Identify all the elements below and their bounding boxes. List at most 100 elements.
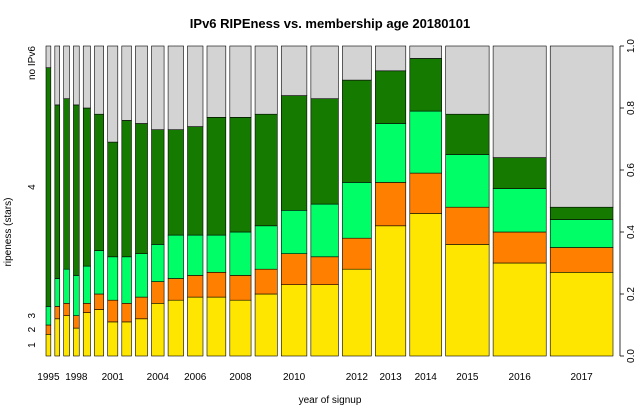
bar-segment-2017-series-1 <box>549 271 614 357</box>
right-tick-label: 0.2 <box>626 287 637 301</box>
bar-segment-2002-series-2 <box>121 302 132 323</box>
bar-segment-2010-series-3 <box>280 210 308 255</box>
bar-segment-2004-series-4 <box>151 129 165 245</box>
left-tick-label: 4 <box>27 184 38 190</box>
bar-segment-2014-series-5 <box>409 45 442 59</box>
bar-segment-1999-series-3 <box>82 265 91 304</box>
bar-segment-2014-series-4 <box>409 58 442 112</box>
bar-segment-2006-series-5 <box>187 45 204 127</box>
bar-segment-2007-series-5 <box>206 45 227 118</box>
bar-segment-2000-series-4 <box>94 113 104 251</box>
bar-segment-2003-series-5 <box>135 45 148 124</box>
bar-segment-2012-series-2 <box>342 237 372 270</box>
right-tick-label: 0.0 <box>626 349 637 363</box>
bar-segment-2002-series-1 <box>121 321 132 357</box>
x-tick-label: 2015 <box>456 372 479 383</box>
bar-segment-2013-series-4 <box>375 70 407 124</box>
x-tick-label: 1998 <box>65 372 88 383</box>
bar-segment-1998-series-5 <box>73 45 80 106</box>
bar-segment-2002-series-3 <box>121 256 132 304</box>
bar-segment-2016-series-1 <box>492 262 547 357</box>
bar-segment-2008-series-2 <box>229 275 252 301</box>
bar-segment-2009-series-1 <box>254 293 278 357</box>
right-tick-label: 1.0 <box>626 39 637 53</box>
bar-segment-2006-series-3 <box>187 234 204 276</box>
bar-segment-2007-series-2 <box>206 271 227 298</box>
bar-segment-2006-series-4 <box>187 126 204 236</box>
bar-segment-2011-series-4 <box>310 98 339 205</box>
bar-segment-2004-series-5 <box>151 45 165 130</box>
bar-segment-2013-series-2 <box>375 182 407 227</box>
bar-segment-2011-series-1 <box>310 284 339 357</box>
bar-segment-2007-series-4 <box>206 117 227 236</box>
x-tick-label: 2001 <box>102 372 125 383</box>
left-tick-label: 3 <box>27 312 38 318</box>
bar-segment-2005-series-2 <box>167 278 184 301</box>
x-tick-label: 2010 <box>283 372 306 383</box>
x-tick-label: 2006 <box>184 372 207 383</box>
bar-segment-2005-series-1 <box>167 299 184 357</box>
bar-segment-1999-series-1 <box>82 312 91 357</box>
bar-segment-2000-series-2 <box>94 293 104 310</box>
bar-segment-2014-series-2 <box>409 172 442 214</box>
bar-segment-1999-series-2 <box>82 302 91 313</box>
bar-segment-2010-series-4 <box>280 95 308 211</box>
x-tick-label: 2014 <box>415 372 438 383</box>
bar-segment-2005-series-5 <box>167 45 184 130</box>
right-tick-label: 0.8 <box>626 101 637 115</box>
bar-segment-1996-series-4 <box>54 104 60 279</box>
x-tick-label: 2008 <box>229 372 252 383</box>
bar-segment-1995-series-5 <box>45 45 52 69</box>
left-axis: 1 2 3 4 no IPv6 <box>27 46 38 348</box>
bar-segment-1997-series-4 <box>63 98 70 270</box>
left-tick-label: 1 <box>27 342 38 348</box>
bar-segment-2012-series-1 <box>342 268 372 357</box>
bar-segment-2001-series-3 <box>107 256 119 301</box>
bar-segment-2000-series-1 <box>94 309 104 357</box>
bar-segment-2016-series-2 <box>492 231 547 264</box>
bar-segment-2000-series-3 <box>94 250 104 295</box>
bar-segment-2009-series-2 <box>254 268 278 295</box>
bar-segment-2016-series-4 <box>492 157 547 189</box>
x-axis-label: year of signup <box>299 395 362 406</box>
x-tick-label: 2017 <box>570 372 593 383</box>
bar-segment-2004-series-1 <box>151 302 165 357</box>
bar-segment-2013-series-5 <box>375 45 407 72</box>
bar-segment-1995-series-2 <box>45 324 52 335</box>
bar-segment-1999-series-5 <box>82 45 91 109</box>
bar-segment-1998-series-1 <box>73 327 80 357</box>
bar-segment-2011-series-3 <box>310 203 339 258</box>
bar-segment-2010-series-2 <box>280 253 308 285</box>
bar-segment-2015-series-1 <box>445 244 490 357</box>
bar-segment-2004-series-2 <box>151 281 165 304</box>
bar-segment-2015-series-5 <box>445 45 490 115</box>
bar-segment-2008-series-3 <box>229 231 252 276</box>
bar-segment-2017-series-3 <box>549 219 614 248</box>
bar-segment-1997-series-1 <box>63 315 70 357</box>
bar-segment-2014-series-1 <box>409 213 442 357</box>
bar-segment-2009-series-4 <box>254 113 278 227</box>
left-tick-label: 2 <box>27 326 38 332</box>
bar-segment-1995-series-1 <box>45 333 52 357</box>
bar-segment-2011-series-5 <box>310 45 339 100</box>
bar-segment-2015-series-4 <box>445 113 490 155</box>
bar-segment-2001-series-2 <box>107 299 119 323</box>
bar-segment-2017-series-2 <box>549 247 614 273</box>
bar-segment-2013-series-1 <box>375 225 407 357</box>
bar-segment-2008-series-4 <box>229 117 252 233</box>
bar-segment-2006-series-2 <box>187 275 204 298</box>
bar-segment-2010-series-5 <box>280 45 308 96</box>
x-tick-label: 2004 <box>147 372 170 383</box>
bar-segment-2003-series-3 <box>135 253 148 298</box>
x-tick-label: 2013 <box>379 372 402 383</box>
bar-segment-2004-series-3 <box>151 244 165 282</box>
bar-segment-2012-series-5 <box>342 45 372 81</box>
bar-segment-1999-series-4 <box>82 107 91 267</box>
bar-segment-2007-series-3 <box>206 234 227 273</box>
bar-segment-2016-series-5 <box>492 45 547 158</box>
bar-segment-2008-series-1 <box>229 299 252 357</box>
bars-group <box>45 45 614 357</box>
bar-segment-2007-series-1 <box>206 296 227 357</box>
bar-segment-1996-series-5 <box>54 45 60 106</box>
